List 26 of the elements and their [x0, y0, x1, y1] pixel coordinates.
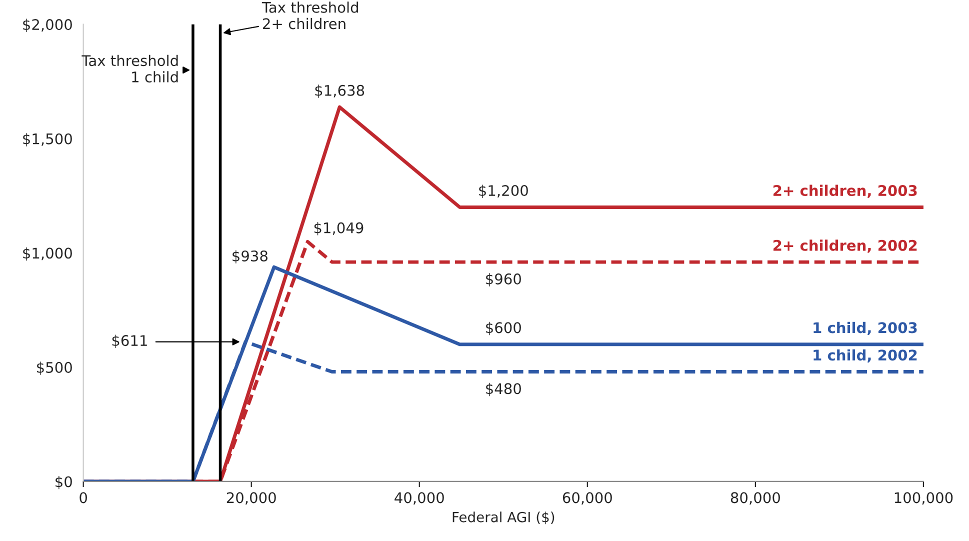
series-label: 2+ children, 2002: [773, 240, 917, 253]
series-label: 1 child, 2003: [814, 322, 917, 336]
series-label: 2+ children, 2003: [773, 184, 917, 198]
annotation: $1,638: [315, 84, 364, 98]
annotation: $480: [486, 382, 521, 396]
y-tick-label: $1,000: [23, 247, 72, 261]
x-tick-label: 80,000: [730, 492, 780, 505]
annotation: $611: [112, 334, 147, 348]
x-tick-label: 40,000: [394, 492, 444, 505]
annotation: $938: [232, 250, 268, 264]
y-tick-label: $0: [56, 476, 72, 490]
y-tick-label: $500: [37, 362, 72, 375]
x-tick-label: 100,000: [894, 492, 953, 505]
y-tick-label: $2,000: [23, 18, 72, 32]
annotation: $1,200: [479, 184, 528, 198]
x-tick-label: 0: [80, 492, 88, 504]
x-tick-label: 20,000: [226, 492, 276, 505]
y-tick-label: $1,500: [23, 133, 72, 146]
annotation: $600: [486, 322, 521, 336]
x-tick-label: 60,000: [562, 492, 612, 505]
annotation: $1,049: [314, 222, 364, 236]
x-axis-title: Federal AGI ($): [452, 512, 554, 524]
ref-line-label: Tax threshold 1 child: [82, 54, 178, 82]
ref-line-label: Tax threshold 2+ children: [262, 2, 358, 30]
annotation: $960: [486, 273, 521, 286]
series-label: 1 child, 2002: [814, 349, 917, 362]
